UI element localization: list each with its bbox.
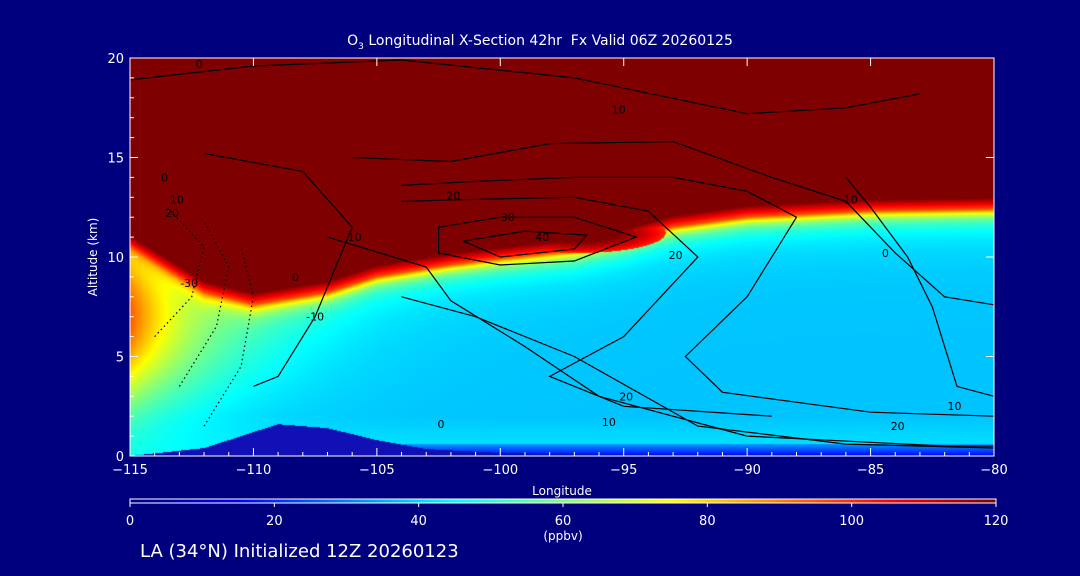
colorbar-units-label: (ppbv) bbox=[543, 529, 582, 543]
contour-label: 0 bbox=[292, 271, 299, 284]
colorbar-tick-label: 80 bbox=[699, 514, 716, 529]
contour-label: 0 bbox=[882, 247, 889, 260]
x-tick-label: −90 bbox=[733, 463, 760, 478]
x-tick-label: −80 bbox=[980, 463, 1007, 478]
plot-frame bbox=[129, 57, 995, 457]
contour-label: -10 bbox=[306, 311, 324, 324]
contour-label: -30 bbox=[180, 277, 198, 290]
contour-label: 0 bbox=[161, 171, 168, 184]
contour-label: 10 bbox=[844, 193, 858, 206]
y-axis-label: Altitude (km) bbox=[86, 218, 100, 297]
colorbar-tick-label: 20 bbox=[266, 514, 283, 529]
colorbar-tick-label: 120 bbox=[984, 514, 1009, 529]
contour-label: 20 bbox=[619, 390, 633, 403]
y-tick-label: 15 bbox=[107, 152, 124, 167]
x-tick-label: −115 bbox=[112, 463, 148, 478]
contour-line-5 bbox=[401, 196, 772, 417]
contour-label: 40 bbox=[535, 231, 549, 244]
contour-line-2 bbox=[203, 152, 353, 387]
contour-dotted-3 bbox=[203, 246, 255, 427]
colorbar-tick-label: 60 bbox=[555, 514, 572, 529]
x-tick-label: −100 bbox=[482, 463, 518, 478]
contour-label: 20 bbox=[446, 189, 460, 202]
title-species: O bbox=[347, 33, 359, 49]
title-species-subscript: 3 bbox=[358, 41, 364, 52]
y-tick-label: 10 bbox=[107, 251, 124, 266]
contour-line-6 bbox=[438, 216, 638, 266]
x-tick-label: −110 bbox=[236, 463, 272, 478]
contour-line-8 bbox=[327, 236, 994, 447]
contour-dotted-2 bbox=[178, 220, 230, 387]
contour-label: 10 bbox=[170, 193, 184, 206]
colorbar-tick-label: 40 bbox=[410, 514, 427, 529]
x-axis-label: Longitude bbox=[532, 484, 592, 498]
y-tick-label: 0 bbox=[116, 450, 124, 465]
y-tick-label: 5 bbox=[116, 351, 124, 366]
contour-label: 20 bbox=[669, 249, 683, 262]
contour-label: 0 bbox=[438, 418, 445, 431]
contour-label: 20 bbox=[891, 420, 905, 433]
contour-dotted-1 bbox=[154, 206, 205, 338]
chart-title: O3 Longitudinal X-Section 42hr Fx Valid … bbox=[0, 33, 1080, 52]
contour-label: 10 bbox=[612, 104, 626, 117]
title-text: Longitudinal X-Section 42hr Fx Valid 06Z… bbox=[363, 33, 733, 49]
contour-line-9 bbox=[401, 296, 995, 449]
contour-label: 10 bbox=[348, 231, 362, 244]
x-tick-label: −105 bbox=[359, 463, 395, 478]
colorbar bbox=[129, 498, 997, 504]
contour-label: 20 bbox=[165, 207, 179, 220]
x-tick-label: −95 bbox=[610, 463, 637, 478]
contour-label: 10 bbox=[602, 416, 616, 429]
contour-label: 0 bbox=[196, 58, 203, 71]
contour-line-10 bbox=[845, 177, 995, 397]
y-tick-label: 20 bbox=[107, 52, 124, 67]
contour-line-1 bbox=[129, 59, 921, 115]
contour-label: 30 bbox=[501, 211, 515, 224]
colorbar-tick-label: 100 bbox=[839, 514, 864, 529]
contour-line-3 bbox=[352, 140, 995, 306]
colorbar-tick-label: 0 bbox=[126, 514, 134, 529]
init-footer: LA (34°N) Initialized 12Z 20260123 bbox=[140, 541, 459, 562]
contour-label: 10 bbox=[948, 400, 962, 413]
x-tick-label: −85 bbox=[857, 463, 884, 478]
contour-line-4 bbox=[401, 176, 995, 417]
contour-line-7 bbox=[463, 230, 588, 258]
